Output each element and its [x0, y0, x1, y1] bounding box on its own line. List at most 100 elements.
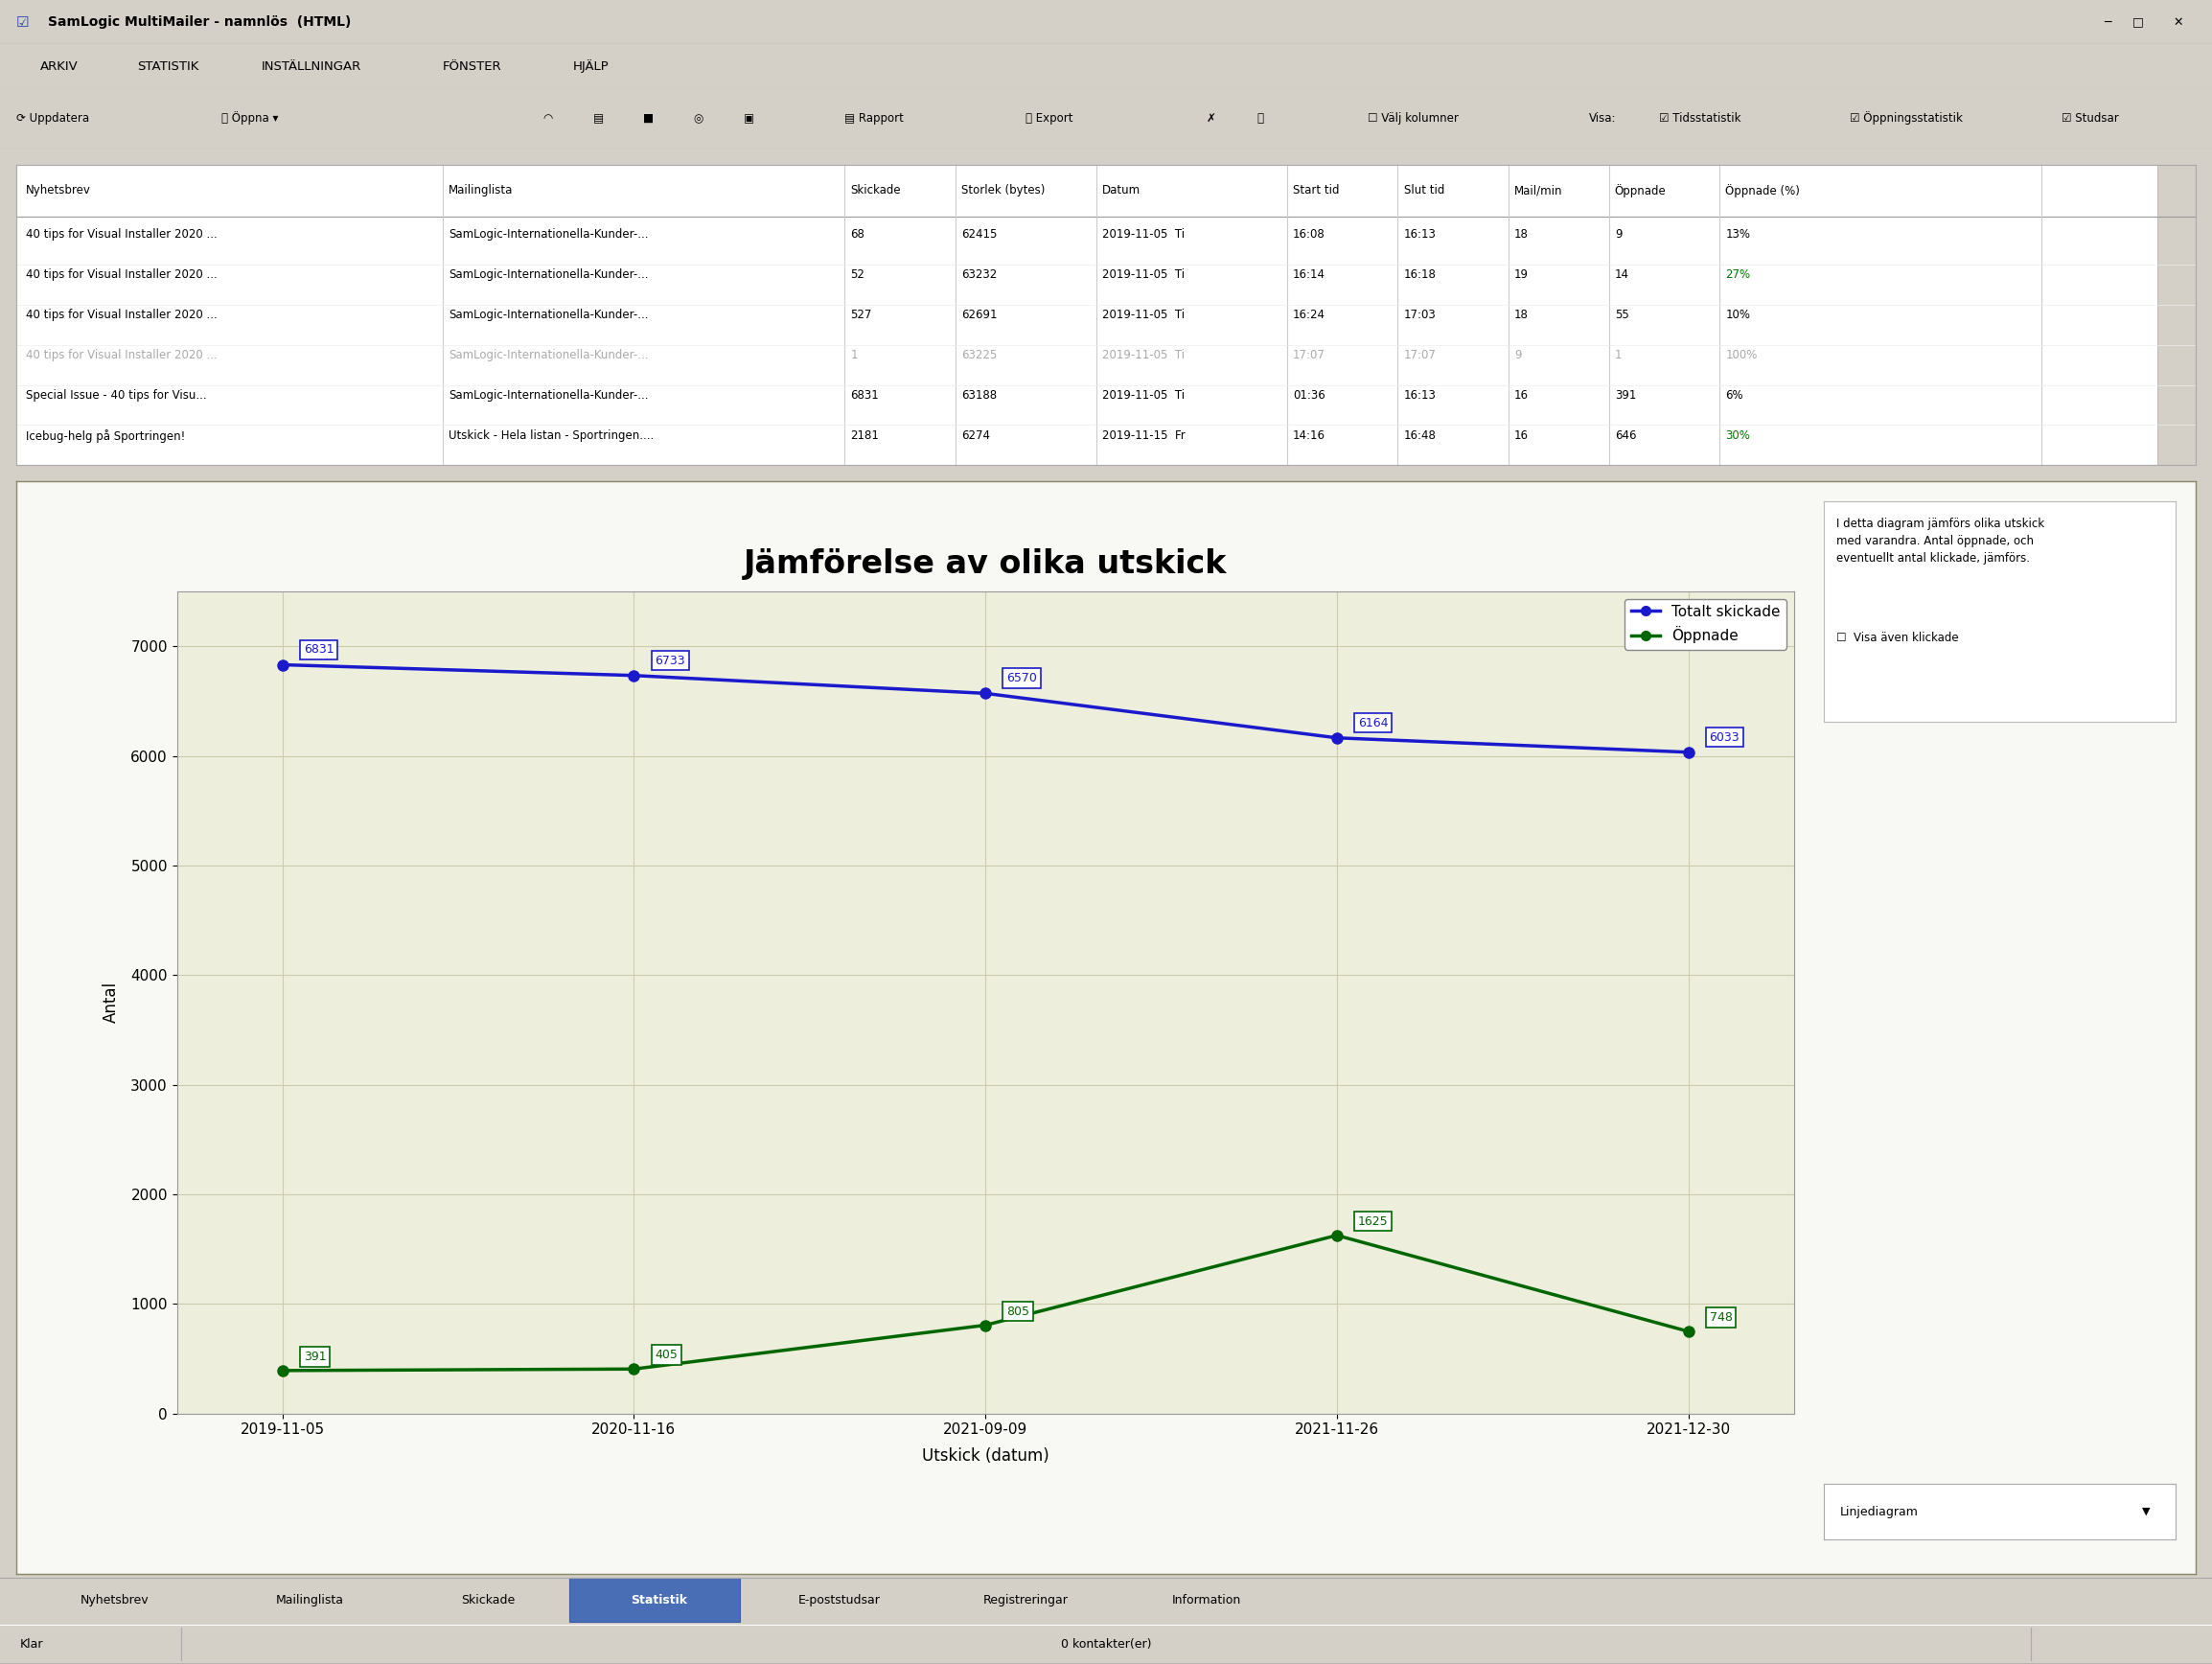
Text: 17:07: 17:07 — [1405, 349, 1436, 361]
Text: 40 tips for Visual Installer 2020 ...: 40 tips for Visual Installer 2020 ... — [27, 349, 217, 361]
Text: Linjediagram: Linjediagram — [1840, 1506, 1918, 1518]
Text: ▤ Rapport: ▤ Rapport — [845, 111, 905, 125]
Text: 6033: 6033 — [1710, 730, 1739, 744]
Text: Nyhetsbrev: Nyhetsbrev — [80, 1594, 148, 1606]
Text: 17:07: 17:07 — [1294, 349, 1325, 361]
Text: I detta diagram jämförs olika utskick
med varandra. Antal öppnade, och
eventuell: I detta diagram jämförs olika utskick me… — [1836, 518, 2044, 564]
Text: 40 tips for Visual Installer 2020 ...: 40 tips for Visual Installer 2020 ... — [27, 310, 217, 321]
Text: 40 tips for Visual Installer 2020 ...: 40 tips for Visual Installer 2020 ... — [27, 228, 217, 241]
Text: ☑ Öppningsstatistik: ☑ Öppningsstatistik — [1849, 111, 1962, 125]
Text: Öppnade (%): Öppnade (%) — [1725, 185, 1801, 198]
Text: FÖNSTER: FÖNSTER — [442, 60, 502, 73]
Text: 1625: 1625 — [1358, 1215, 1389, 1228]
Legend: Totalt skickade, Öppnade: Totalt skickade, Öppnade — [1626, 599, 1787, 649]
Text: 13%: 13% — [1725, 228, 1750, 241]
Text: ▼: ▼ — [2141, 1508, 2150, 1516]
Text: 18: 18 — [1515, 228, 1528, 241]
Text: ☑: ☑ — [15, 15, 29, 30]
Text: Nyhetsbrev: Nyhetsbrev — [27, 185, 91, 196]
Text: ⟳ Uppdatera: ⟳ Uppdatera — [15, 111, 88, 125]
Text: 405: 405 — [655, 1350, 677, 1361]
Text: 2019-11-05  Ti: 2019-11-05 Ti — [1102, 349, 1183, 361]
Text: 17:03: 17:03 — [1405, 310, 1436, 321]
Text: SamLogic-Internationella-Kunder-...: SamLogic-Internationella-Kunder-... — [449, 389, 648, 401]
Text: ◠: ◠ — [542, 111, 553, 125]
Text: Skickade: Skickade — [460, 1594, 515, 1606]
Text: 2019-11-05  Ti: 2019-11-05 Ti — [1102, 268, 1183, 281]
Text: 6831: 6831 — [852, 389, 878, 401]
Text: 63232: 63232 — [962, 268, 998, 281]
Text: Information: Information — [1172, 1594, 1241, 1606]
Text: 16:24: 16:24 — [1294, 310, 1325, 321]
Text: 9: 9 — [1615, 228, 1621, 241]
Text: Datum: Datum — [1102, 185, 1141, 196]
Text: 16:13: 16:13 — [1405, 228, 1436, 241]
Text: 52: 52 — [852, 268, 865, 281]
Text: 6733: 6733 — [655, 654, 686, 667]
Text: ■: ■ — [644, 111, 655, 125]
Text: 55: 55 — [1615, 310, 1628, 321]
Text: Slut tid: Slut tid — [1405, 185, 1444, 196]
Text: 10%: 10% — [1725, 310, 1750, 321]
Text: SamLogic-Internationella-Kunder-...: SamLogic-Internationella-Kunder-... — [449, 349, 648, 361]
Text: SamLogic-Internationella-Kunder-...: SamLogic-Internationella-Kunder-... — [449, 228, 648, 241]
Text: 646: 646 — [1615, 429, 1637, 441]
Text: 16:48: 16:48 — [1405, 429, 1436, 441]
X-axis label: Utskick (datum): Utskick (datum) — [922, 1448, 1048, 1464]
Text: ⓘ: ⓘ — [1256, 111, 1263, 125]
Text: 63225: 63225 — [962, 349, 998, 361]
Text: 16:18: 16:18 — [1405, 268, 1436, 281]
Text: Icebug-helg på Sportringen!: Icebug-helg på Sportringen! — [27, 429, 186, 443]
Text: Visa:: Visa: — [1588, 111, 1617, 125]
Text: HJÄLP: HJÄLP — [573, 60, 608, 73]
Text: 68: 68 — [852, 228, 865, 241]
Text: ☑ Studsar: ☑ Studsar — [2062, 111, 2119, 125]
Text: ARKIV: ARKIV — [40, 60, 77, 73]
Text: 6164: 6164 — [1358, 717, 1389, 729]
Text: STATISTIK: STATISTIK — [137, 60, 199, 73]
Text: 527: 527 — [852, 310, 872, 321]
Title: Jämförelse av olika utskick: Jämförelse av olika utskick — [743, 547, 1228, 579]
Text: Mailinglista: Mailinglista — [276, 1594, 343, 1606]
Text: 100%: 100% — [1725, 349, 1756, 361]
Text: 19: 19 — [1515, 268, 1528, 281]
Text: 14: 14 — [1615, 268, 1628, 281]
Text: Start tid: Start tid — [1294, 185, 1340, 196]
Text: 2019-11-15  Fr: 2019-11-15 Fr — [1102, 429, 1186, 441]
Bar — [568, 1577, 741, 1622]
Y-axis label: Antal: Antal — [102, 982, 119, 1023]
Text: 2019-11-05  Ti: 2019-11-05 Ti — [1102, 389, 1183, 401]
Text: ▤: ▤ — [593, 111, 604, 125]
Text: ☐ Välj kolumner: ☐ Välj kolumner — [1367, 111, 1458, 125]
Text: Utskick - Hela listan - Sportringen....: Utskick - Hela listan - Sportringen.... — [449, 429, 655, 441]
Text: ─: ─ — [2104, 17, 2110, 28]
Bar — [2157, 165, 2197, 466]
Text: 🗂 Öppna ▾: 🗂 Öppna ▾ — [221, 111, 279, 125]
Text: 16:14: 16:14 — [1294, 268, 1325, 281]
Text: 30%: 30% — [1725, 429, 1750, 441]
Text: 6570: 6570 — [1006, 672, 1037, 684]
Text: 16:13: 16:13 — [1405, 389, 1436, 401]
Text: 805: 805 — [1006, 1305, 1029, 1318]
Text: 6274: 6274 — [962, 429, 991, 441]
Text: 1: 1 — [852, 349, 858, 361]
Text: Skickade: Skickade — [852, 185, 900, 196]
Text: 16:08: 16:08 — [1294, 228, 1325, 241]
Text: Storlek (bytes): Storlek (bytes) — [962, 185, 1044, 196]
Text: 27%: 27% — [1725, 268, 1750, 281]
Text: 62691: 62691 — [962, 310, 998, 321]
Text: Registreringar: Registreringar — [982, 1594, 1068, 1606]
Text: 2019-11-05  Ti: 2019-11-05 Ti — [1102, 228, 1183, 241]
Text: ◎: ◎ — [695, 111, 703, 125]
Text: 391: 391 — [1615, 389, 1637, 401]
Text: ☐  Visa även klickade: ☐ Visa även klickade — [1836, 632, 1958, 644]
Text: 6%: 6% — [1725, 389, 1743, 401]
Text: ⌖ Export: ⌖ Export — [1026, 111, 1073, 125]
Text: 1: 1 — [1615, 349, 1621, 361]
Text: 16: 16 — [1515, 429, 1528, 441]
Text: SamLogic-Internationella-Kunder-...: SamLogic-Internationella-Kunder-... — [449, 310, 648, 321]
Text: 40 tips for Visual Installer 2020 ...: 40 tips for Visual Installer 2020 ... — [27, 268, 217, 281]
Text: 14:16: 14:16 — [1294, 429, 1325, 441]
Text: □: □ — [2132, 17, 2143, 28]
Text: Special Issue - 40 tips for Visu...: Special Issue - 40 tips for Visu... — [27, 389, 208, 401]
